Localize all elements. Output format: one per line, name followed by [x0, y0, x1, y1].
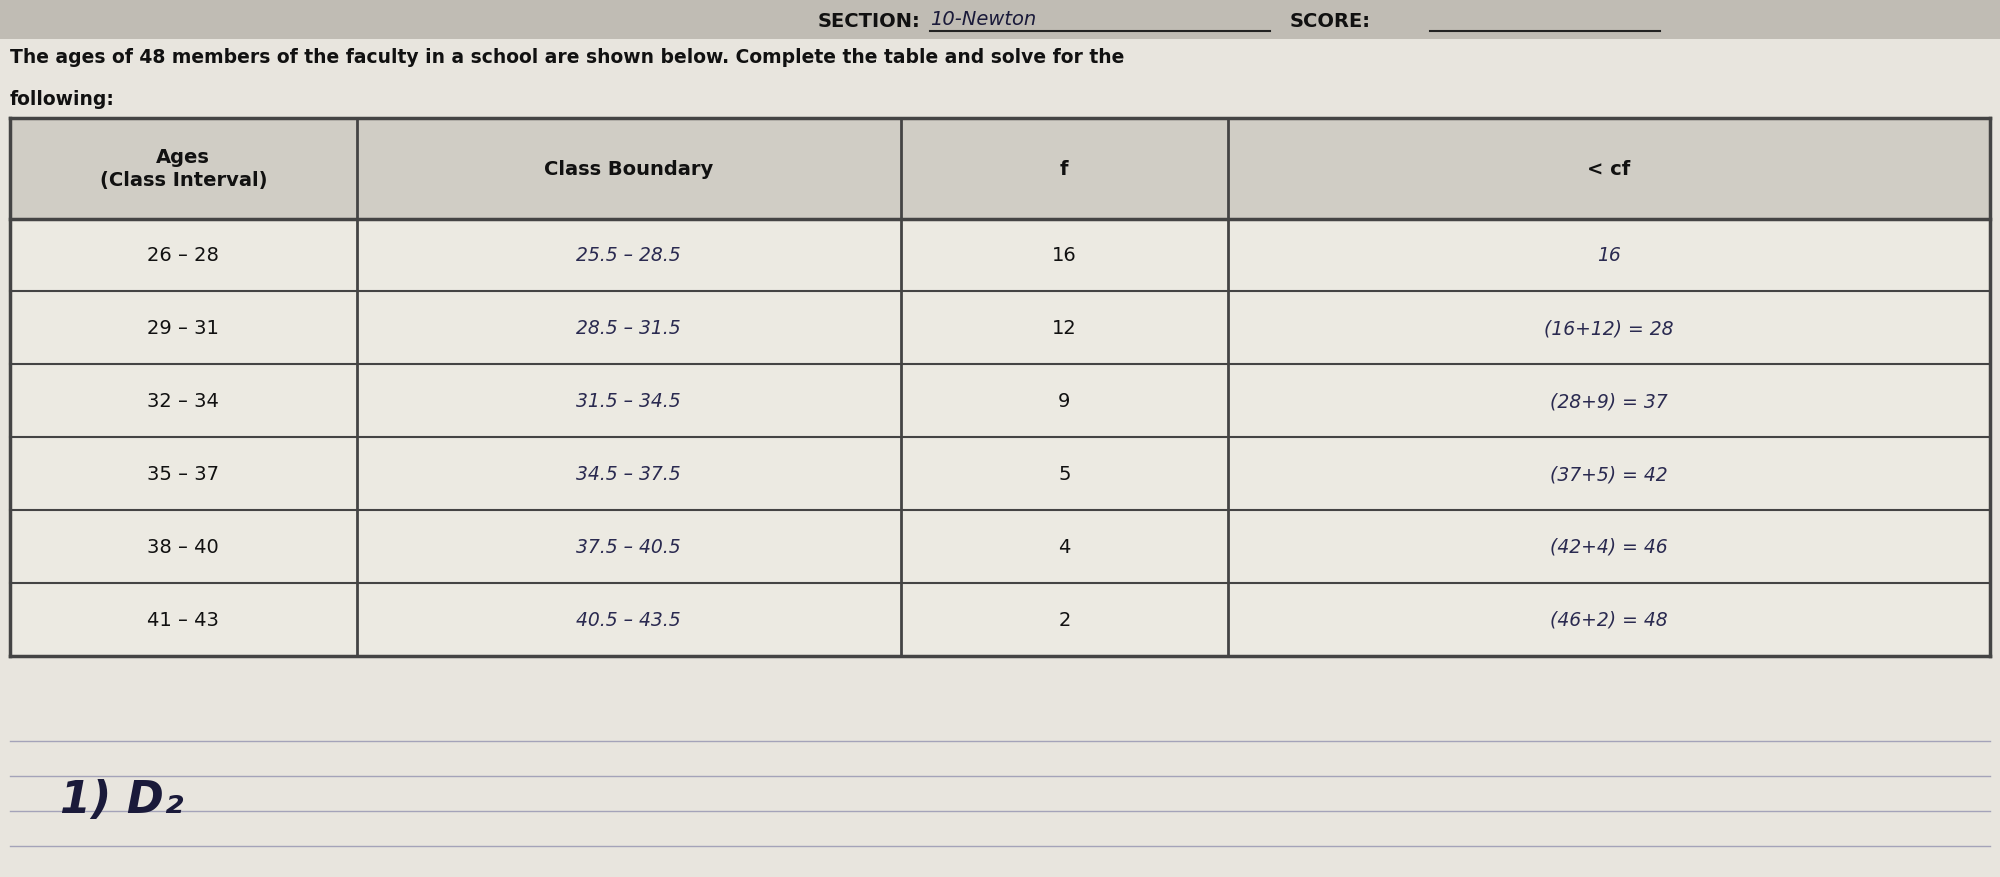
Text: Ages
(Class Interval): Ages (Class Interval): [100, 147, 268, 190]
Bar: [10, 118, 1990, 656]
Text: 29 – 31: 29 – 31: [148, 319, 220, 338]
Text: 25.5 – 28.5: 25.5 – 28.5: [576, 246, 682, 265]
Text: f: f: [1060, 160, 1068, 178]
Text: < cf: < cf: [1588, 160, 1630, 178]
Text: 10-Newton: 10-Newton: [930, 10, 1036, 29]
Text: 34.5 – 37.5: 34.5 – 37.5: [576, 465, 682, 483]
Text: (37+5) = 42: (37+5) = 42: [1550, 465, 1668, 483]
Text: 41 – 43: 41 – 43: [148, 610, 220, 629]
Bar: [10, 118, 1990, 219]
Text: 2: 2: [1058, 610, 1070, 629]
Text: following:: following:: [10, 90, 114, 110]
Text: (28+9) = 37: (28+9) = 37: [1550, 392, 1668, 410]
Text: 1) D₂: 1) D₂: [60, 779, 184, 821]
Text: 5: 5: [1058, 465, 1070, 483]
Text: SECTION:: SECTION:: [818, 12, 920, 32]
Text: 4: 4: [1058, 538, 1070, 556]
Text: 40.5 – 43.5: 40.5 – 43.5: [576, 610, 682, 629]
Text: (46+2) = 48: (46+2) = 48: [1550, 610, 1668, 629]
Text: 16: 16: [1052, 246, 1076, 265]
Text: 26 – 28: 26 – 28: [148, 246, 220, 265]
Text: 12: 12: [1052, 319, 1076, 338]
Text: 35 – 37: 35 – 37: [148, 465, 220, 483]
Text: 31.5 – 34.5: 31.5 – 34.5: [576, 392, 682, 410]
Text: 32 – 34: 32 – 34: [148, 392, 220, 410]
Text: SCORE:: SCORE:: [1290, 12, 1372, 32]
Text: 37.5 – 40.5: 37.5 – 40.5: [576, 538, 682, 556]
Text: 9: 9: [1058, 392, 1070, 410]
Text: (16+12) = 28: (16+12) = 28: [1544, 319, 1674, 338]
Text: Class Boundary: Class Boundary: [544, 160, 714, 178]
Text: The ages of 48 members of the faculty in a school are shown below. Complete the : The ages of 48 members of the faculty in…: [10, 48, 1124, 68]
Text: (42+4) = 46: (42+4) = 46: [1550, 538, 1668, 556]
Text: 38 – 40: 38 – 40: [148, 538, 220, 556]
Bar: [0, 0, 2000, 39]
Text: 16: 16: [1596, 246, 1620, 265]
Text: 28.5 – 31.5: 28.5 – 31.5: [576, 319, 682, 338]
